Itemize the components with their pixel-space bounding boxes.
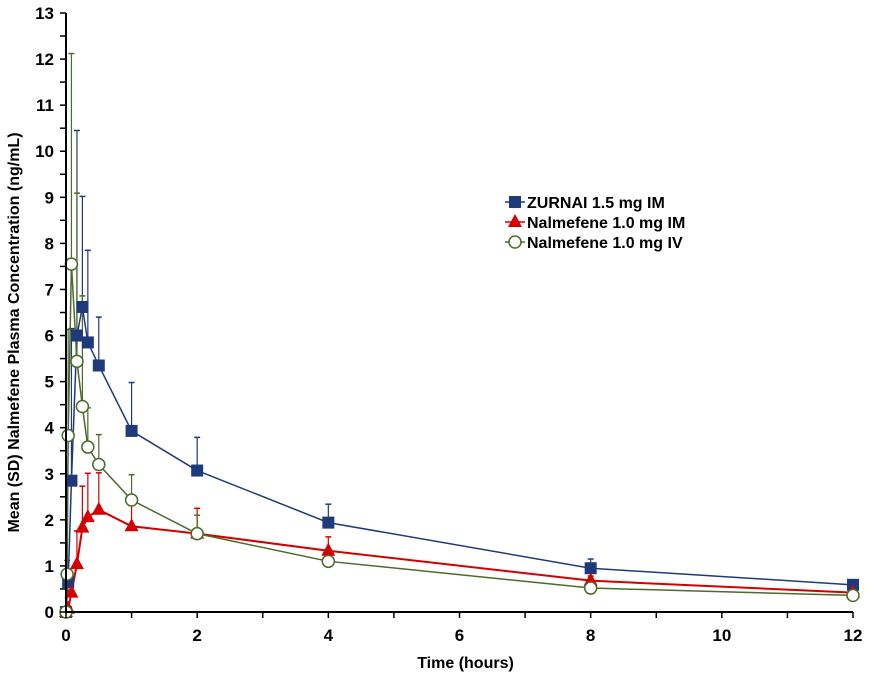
data-point-nalmefene-1-0-mg-im [321,542,336,556]
axes [65,13,853,613]
data-point-nalmefene-1-0-mg-im [124,518,139,532]
y-tick-label: 11 [36,96,54,115]
y-tick-label: 0 [45,603,54,622]
y-tick-label: 4 [45,419,55,438]
data-point-nalmefene-1-0-mg-im [64,584,79,598]
y-tick-label: 2 [45,511,54,530]
data-point-nalmefene-1-0-mg-iv [583,581,598,595]
legend-marker-icon [509,196,521,208]
data-point-zurnai-1-5-mg-im [81,336,94,349]
legend-label: ZURNAI 1.5 mg IM [527,195,665,212]
data-point-nalmefene-1-0-mg-iv [60,567,74,581]
series-line-zurnai-1-5-mg-im [65,306,854,613]
data-point-zurnai-1-5-mg-im [76,300,89,313]
y-tick-label: 13 [35,4,54,23]
x-tick-label: 0 [61,626,70,645]
y-tick-label: 12 [35,50,54,69]
data-point-nalmefene-1-0-mg-iv [846,588,860,603]
data-point-zurnai-1-5-mg-im [191,464,204,477]
x-tick-label: 4 [324,626,334,645]
data-point-nalmefene-1-0-mg-iv [81,440,95,454]
x-tick-label: 8 [586,626,595,645]
x-axis-title: Time (hours) [417,655,514,672]
x-tick-label: 6 [455,626,464,645]
legend-label: Nalmefene 1.0 mg IM [527,215,685,232]
legend: ZURNAI 1.5 mg IM Nalmefene 1.0 mg IM Nalme… [505,195,685,252]
legend-item-nalmefene-1-0-mg-iv: Nalmefene 1.0 mg IV [505,235,683,252]
data-point-nalmefene-1-0-mg-im [80,509,95,523]
y-tick-label: 9 [45,188,54,207]
data-point-nalmefene-1-0-mg-iv [61,428,75,443]
y-axis-title: Mean (SD) Nalmefene Plasma Concentration… [6,132,23,532]
legend-label: Nalmefene 1.0 mg IV [527,235,683,252]
markers [59,257,860,619]
y-tick-label: 7 [45,280,54,299]
data-point-nalmefene-1-0-mg-im [91,501,106,515]
data-point-zurnai-1-5-mg-im [70,329,83,342]
data-point-nalmefene-1-0-mg-im [69,556,84,570]
data-point-nalmefene-1-0-mg-iv [190,526,204,541]
data-point-zurnai-1-5-mg-im [584,562,597,575]
data-point-nalmefene-1-0-mg-iv [70,354,84,369]
series-line-nalmefene-1-0-mg-im [65,508,854,613]
legend-item-zurnai-1-5-mg-im: ZURNAI 1.5 mg IM [505,195,665,212]
y-tick-label: 5 [45,373,54,392]
y-tick-label: 8 [45,234,54,253]
data-point-nalmefene-1-0-mg-iv [64,257,79,271]
x-tick-label: 2 [192,626,201,645]
data-point-zurnai-1-5-mg-im [125,424,138,437]
x-tick-label: 12 [844,626,863,645]
data-point-zurnai-1-5-mg-im [322,516,335,529]
x-tick-label: 10 [712,626,731,645]
legend-marker-icon [508,214,522,227]
y-tick-label: 10 [35,142,54,161]
legend-marker-icon [508,235,522,249]
data-point-nalmefene-1-0-mg-im [75,519,90,533]
legend-item-nalmefene-1-0-mg-im: Nalmefene 1.0 mg IM [505,214,685,232]
series-lines [65,264,854,613]
data-point-nalmefene-1-0-mg-iv [92,457,106,472]
data-point-nalmefene-1-0-mg-iv [321,554,336,569]
y-tick-label: 6 [45,327,54,346]
data-point-zurnai-1-5-mg-im [62,576,75,589]
y-tick-label: 3 [45,465,54,484]
data-point-nalmefene-1-0-mg-iv [75,399,90,414]
x-ticks: 0 2 4 6 8 10 12 [61,612,862,645]
series-line-nalmefene-1-0-mg-iv [65,264,854,613]
data-point-zurnai-1-5-mg-im [92,359,105,372]
data-point-nalmefene-1-0-mg-iv [124,493,139,507]
data-point-zurnai-1-5-mg-im [65,474,78,487]
y-tick-label: 1 [45,557,54,576]
